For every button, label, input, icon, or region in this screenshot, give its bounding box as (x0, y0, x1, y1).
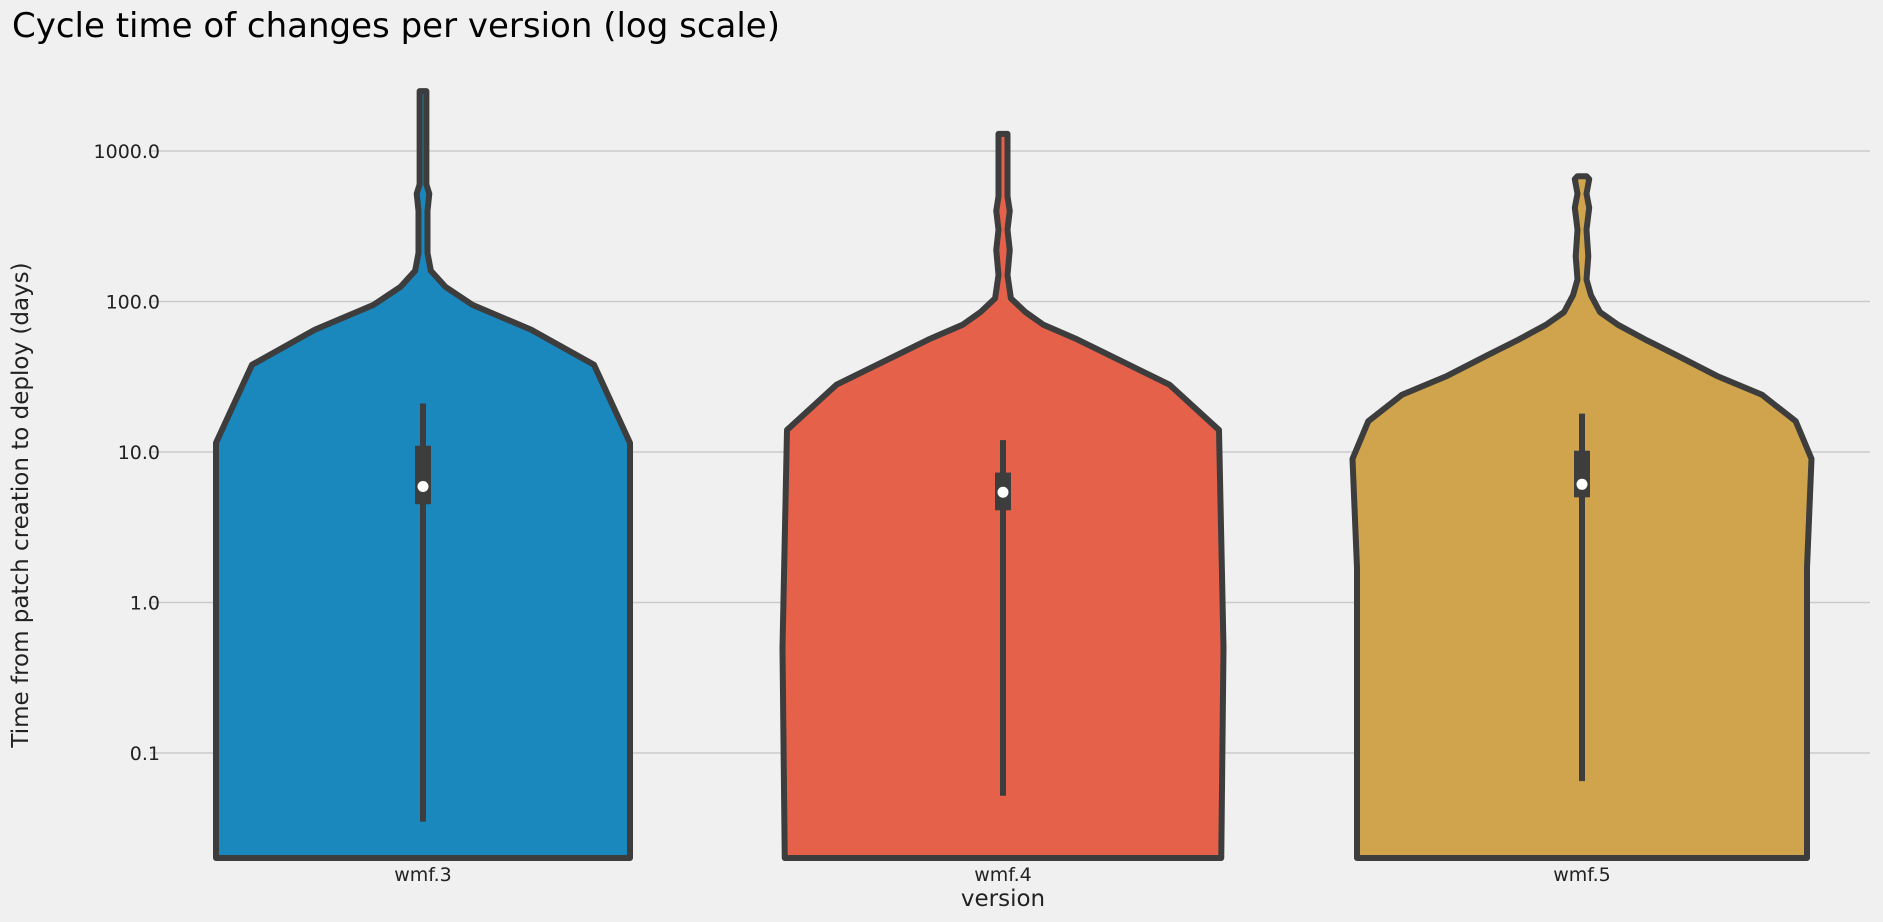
iqr-box-wmf.5 (1574, 450, 1590, 498)
median-marker-wmf.4 (997, 486, 1009, 498)
x-axis-label: version (961, 886, 1045, 912)
y-tick-label: 1.0 (130, 593, 160, 615)
y-tick-label: 10.0 (118, 442, 160, 464)
x-tick-layer: wmf.3 wmf.4 wmf.5 (394, 864, 1610, 886)
x-tick-label: wmf.5 (1553, 864, 1610, 886)
y-tick-label: 1000.0 (94, 141, 160, 163)
violin-layer (213, 88, 1815, 861)
y-tick-label: 100.0 (106, 292, 160, 314)
chart-title: Cycle time of changes per version (log s… (12, 6, 780, 46)
x-tick-label: wmf.4 (974, 864, 1031, 886)
x-tick-label: wmf.3 (394, 864, 451, 886)
y-tick-layer: 0.1 1.0 10.0 100.0 1000.0 (94, 141, 160, 765)
median-marker-wmf.3 (417, 480, 429, 492)
iqr-box-wmf.3 (415, 445, 431, 505)
y-tick-label: 0.1 (130, 743, 160, 765)
y-axis-label: Time from patch creation to deploy (days… (8, 262, 34, 748)
median-marker-wmf.5 (1576, 478, 1588, 490)
